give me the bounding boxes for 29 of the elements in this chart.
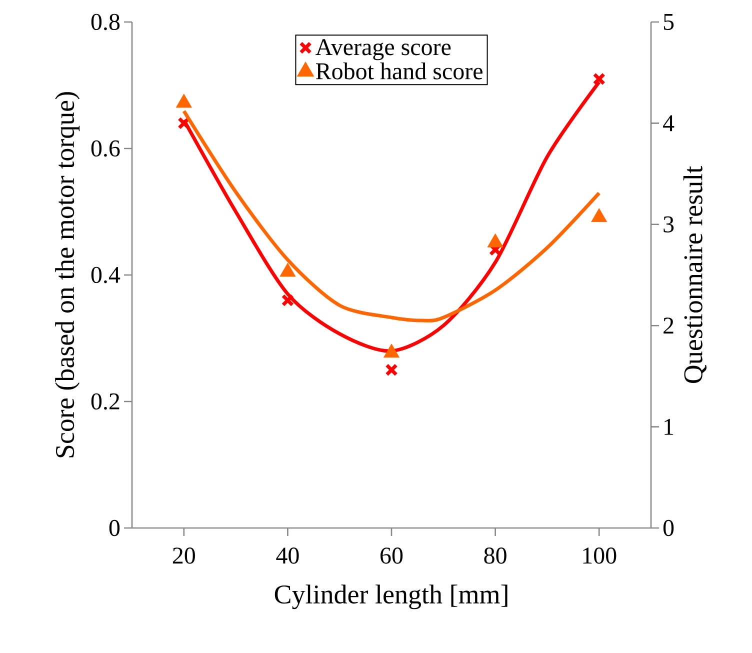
y2-axis-title: Questionnaire result: [683, 166, 707, 383]
x-tick-label: 40: [276, 548, 299, 564]
x-tick-label: 100: [583, 548, 616, 564]
point: [591, 208, 608, 222]
point: [487, 233, 504, 248]
y-axis-title: Score (based on the motor torque): [55, 92, 80, 458]
y2-tick-label: 5: [664, 14, 674, 30]
y-tick-label: 0.2: [91, 393, 120, 410]
point: [280, 262, 296, 277]
x-axis-title: Cylinder length [mm]: [274, 584, 508, 610]
x-tick-label: 60: [380, 548, 403, 564]
y-tick-label: 0.8: [91, 14, 120, 30]
y-tick-label: 0: [109, 520, 120, 536]
y2-tick-label: 2: [664, 318, 674, 334]
point: [176, 94, 192, 108]
y2-tick-label: 4: [663, 115, 674, 132]
y2-tick-label: 3: [664, 216, 674, 232]
x-tick-label: 80: [484, 548, 506, 564]
legend-label: Average score: [316, 39, 451, 60]
y-tick-label: 0.4: [91, 266, 120, 284]
point: [384, 344, 400, 358]
y2-tick-label: 1: [664, 418, 674, 435]
point: [281, 294, 294, 307]
line-series: [182, 109, 601, 322]
legend-label: Robot hand score: [316, 62, 482, 80]
point: [385, 364, 398, 376]
y-tick-label: 0.6: [91, 140, 120, 157]
y2-tick-label: 0: [663, 520, 674, 536]
x-tick-label: 20: [172, 548, 195, 564]
